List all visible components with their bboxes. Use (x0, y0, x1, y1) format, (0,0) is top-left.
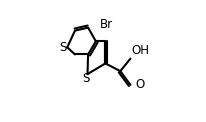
Text: O: O (135, 78, 144, 91)
Text: OH: OH (132, 44, 150, 57)
Text: S: S (82, 72, 89, 85)
Text: S: S (59, 41, 66, 54)
Text: Br: Br (100, 18, 113, 31)
